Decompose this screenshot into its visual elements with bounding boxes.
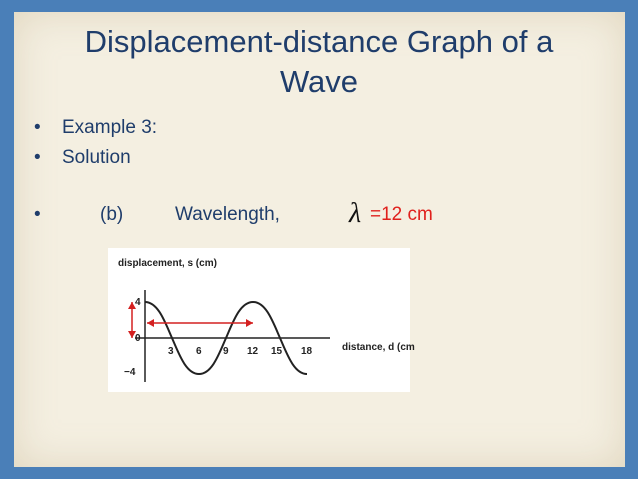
graph-bg xyxy=(108,248,410,392)
label: Wavelength, xyxy=(175,204,280,225)
x-tick-label: 15 xyxy=(271,346,283,357)
part: (b) xyxy=(100,204,124,225)
x-tick-label: 6 xyxy=(196,346,202,357)
bullet: Solution xyxy=(62,147,131,168)
x-tick-label: 18 xyxy=(301,346,313,357)
x-tick-label: 12 xyxy=(247,346,259,357)
y-tick-label: −4 xyxy=(124,367,136,378)
x-tick-label: 9 xyxy=(223,346,229,357)
title-line: Wave xyxy=(279,64,359,99)
title-line: Displacement-distance Graph of a xyxy=(84,24,554,59)
x-label: distance, d (cm xyxy=(342,342,415,353)
y-tick-label: 4 xyxy=(135,297,141,308)
bullet-mark: • xyxy=(34,204,41,225)
bullet-mark: • xyxy=(34,117,41,138)
symbol: λ xyxy=(349,198,362,229)
wave xyxy=(144,300,308,376)
bullet-mark: • xyxy=(34,147,41,168)
y-tick-label: 0 xyxy=(135,333,141,344)
value: =12 cm xyxy=(370,204,433,225)
bullet: Example 3: xyxy=(62,117,158,138)
y-label: displacement, s (cm) xyxy=(118,258,217,269)
x-tick-label: 3 xyxy=(168,346,174,357)
